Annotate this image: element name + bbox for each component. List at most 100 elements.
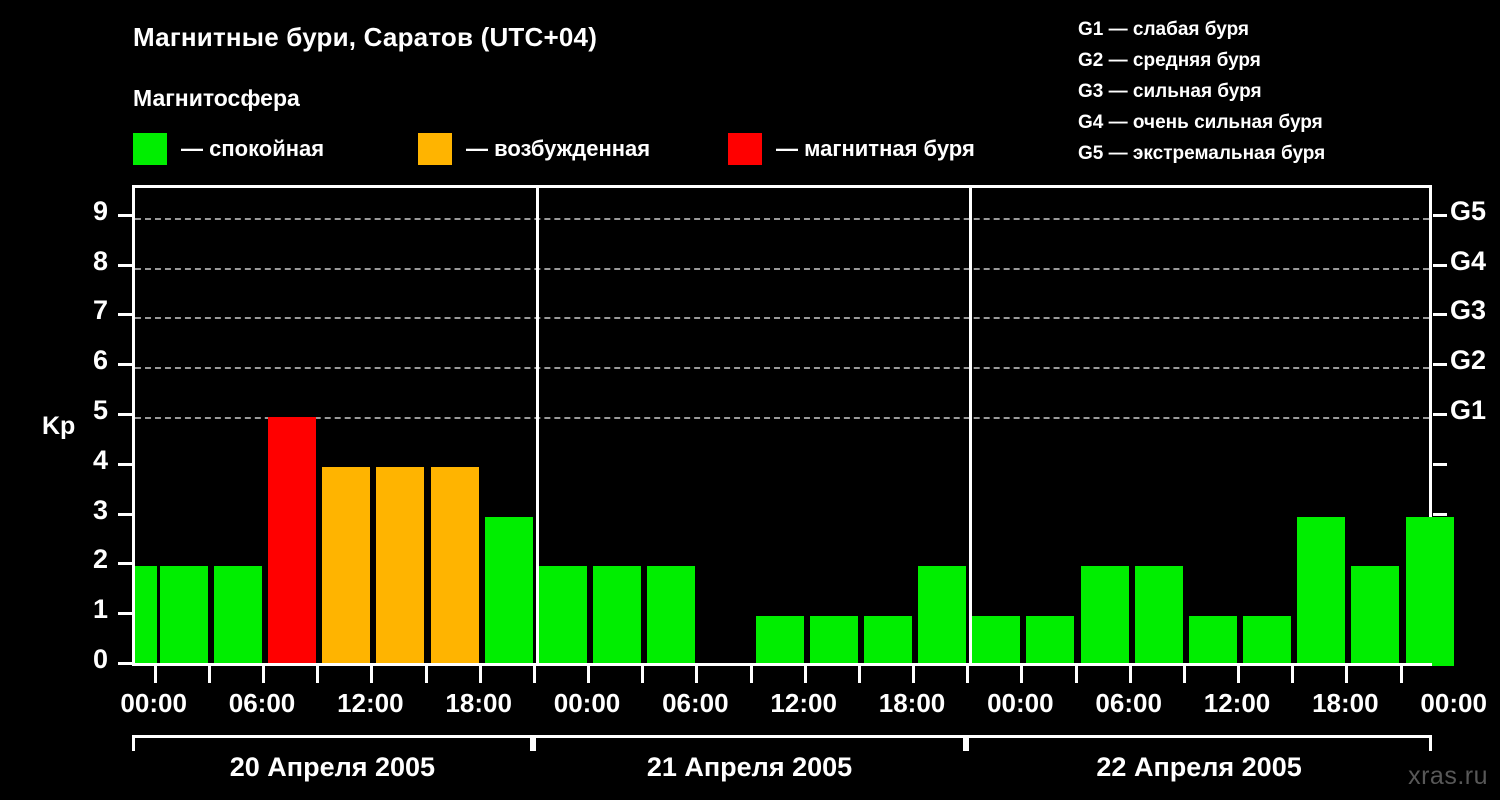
day-divider-2	[969, 188, 973, 666]
y-tick-label-7: 7	[92, 295, 108, 326]
y-axis-label: Kp	[42, 412, 76, 440]
x-tick-mark	[370, 666, 374, 683]
x-tick-mark	[316, 666, 320, 683]
y-tick-mark-4	[118, 462, 134, 466]
g-tick-label-G3: G3	[1450, 295, 1487, 326]
bar	[593, 566, 642, 666]
x-tick-label: 12:00	[1203, 688, 1271, 718]
bar	[1026, 616, 1075, 666]
gscale-row-4: G4 — очень сильная буря	[1078, 112, 1323, 133]
bar	[322, 466, 371, 666]
bar	[755, 616, 804, 666]
g-tick-mark-G5	[1433, 213, 1447, 217]
x-tick-mark	[966, 666, 970, 683]
day-bracket-3	[966, 735, 1432, 751]
red-square-swatch	[728, 133, 762, 165]
gridline-kp-7	[135, 317, 1429, 320]
x-tick-mark	[1182, 666, 1186, 683]
y-tick-mark-7	[118, 313, 134, 317]
y-tick-mark-0	[118, 662, 134, 665]
g-tick-label-G5: G5	[1450, 195, 1487, 226]
x-tick-label: 12:00	[337, 688, 404, 718]
bar	[135, 566, 157, 666]
legend-item-2: — магнитная буря	[728, 133, 975, 165]
chart-subtitle: Магнитосфера	[133, 85, 300, 111]
bar	[1188, 616, 1237, 666]
bar	[430, 466, 479, 666]
x-tick-mark	[1399, 666, 1403, 683]
x-tick-mark	[424, 666, 428, 683]
x-tick-mark	[262, 666, 265, 683]
x-tick-label: 18:00	[445, 688, 512, 718]
bar	[159, 566, 208, 666]
x-tick-mark	[1291, 666, 1295, 683]
x-tick-mark	[478, 666, 482, 683]
g-tick-label-G4: G4	[1450, 245, 1487, 276]
day-label-2: 21 Апреля 2005	[646, 752, 853, 782]
bracket-tick-l	[132, 735, 135, 751]
orange-square-swatch	[418, 133, 452, 165]
y-tick-mark-8	[118, 263, 134, 267]
y-tick-label-9: 9	[92, 195, 108, 226]
bracket-tick-l	[966, 735, 970, 751]
y-tick-label-1: 1	[92, 594, 108, 625]
gscale-row-1: G1 — слабая буря	[1078, 19, 1250, 40]
bracket-tick-r	[529, 735, 533, 751]
x-tick-mark	[749, 666, 753, 683]
bracket-tick-r	[963, 735, 967, 751]
gridline-kp-9	[135, 217, 1429, 220]
bar	[1297, 516, 1346, 666]
page-title: Магнитные бури, Саратов (UTC+04)	[133, 22, 598, 52]
bar	[376, 466, 425, 666]
x-tick-label: 00:00	[120, 688, 187, 718]
y-tick-mark-3	[118, 512, 134, 516]
bar	[268, 417, 317, 666]
gridline-kp-6	[135, 367, 1429, 370]
x-tick-label: 06:00	[662, 688, 729, 718]
bar	[1134, 566, 1183, 666]
bar	[863, 616, 912, 666]
g-tick-mark-G2	[1433, 363, 1447, 367]
bar	[972, 616, 1021, 666]
g-tick-label-G2: G2	[1450, 345, 1487, 376]
bar	[484, 516, 533, 666]
x-tick-mark	[1020, 666, 1024, 683]
y-tick-mark-9	[118, 213, 134, 217]
gscale-legend: G1 — слабая буря G2 — средняя буря G3 — си…	[1078, 14, 1325, 169]
y-tick-mark-1	[118, 612, 134, 616]
bracket-line	[966, 735, 1432, 738]
gscale-row-2: G2 — средняя буря	[1078, 50, 1261, 71]
x-tick-mark	[1128, 666, 1132, 683]
g-tick-mark-G4	[1433, 263, 1447, 267]
g-tick-label-G1: G1	[1450, 395, 1487, 426]
bracket-tick-l	[532, 735, 536, 751]
bracket-line	[532, 735, 967, 738]
bar	[1405, 516, 1454, 666]
bracket-line	[132, 735, 533, 738]
watermark: xras.ru	[1408, 762, 1488, 790]
x-tick-mark	[207, 666, 211, 683]
y-tick-label-0: 0	[92, 644, 108, 674]
bar	[809, 616, 858, 666]
x-tick-mark	[857, 666, 861, 683]
day-divider-1	[535, 188, 539, 666]
g-tick-mark-G3	[1433, 313, 1447, 317]
g-tick-mark-G1	[1433, 413, 1447, 417]
day-label-1: 20 Апреля 2005	[229, 752, 436, 782]
y-tick-mark-5	[118, 413, 134, 417]
green-square-swatch	[133, 133, 167, 165]
gridline-kp-5	[135, 417, 1429, 420]
bar	[647, 566, 696, 666]
legend-item-label: — магнитная буря	[776, 136, 975, 161]
day-label-3: 22 Апреля 2005	[1096, 752, 1302, 782]
x-tick-label: 12:00	[770, 688, 837, 718]
x-tick-mark	[1237, 666, 1240, 683]
gridline-kp-8	[135, 267, 1429, 270]
x-tick-label: 00:00	[987, 688, 1054, 718]
bar	[213, 566, 262, 666]
x-tick-mark	[587, 666, 590, 683]
bar	[1351, 566, 1400, 666]
y-tick-mark-2	[118, 562, 134, 566]
legend-item-label: — спокойная	[181, 136, 325, 161]
